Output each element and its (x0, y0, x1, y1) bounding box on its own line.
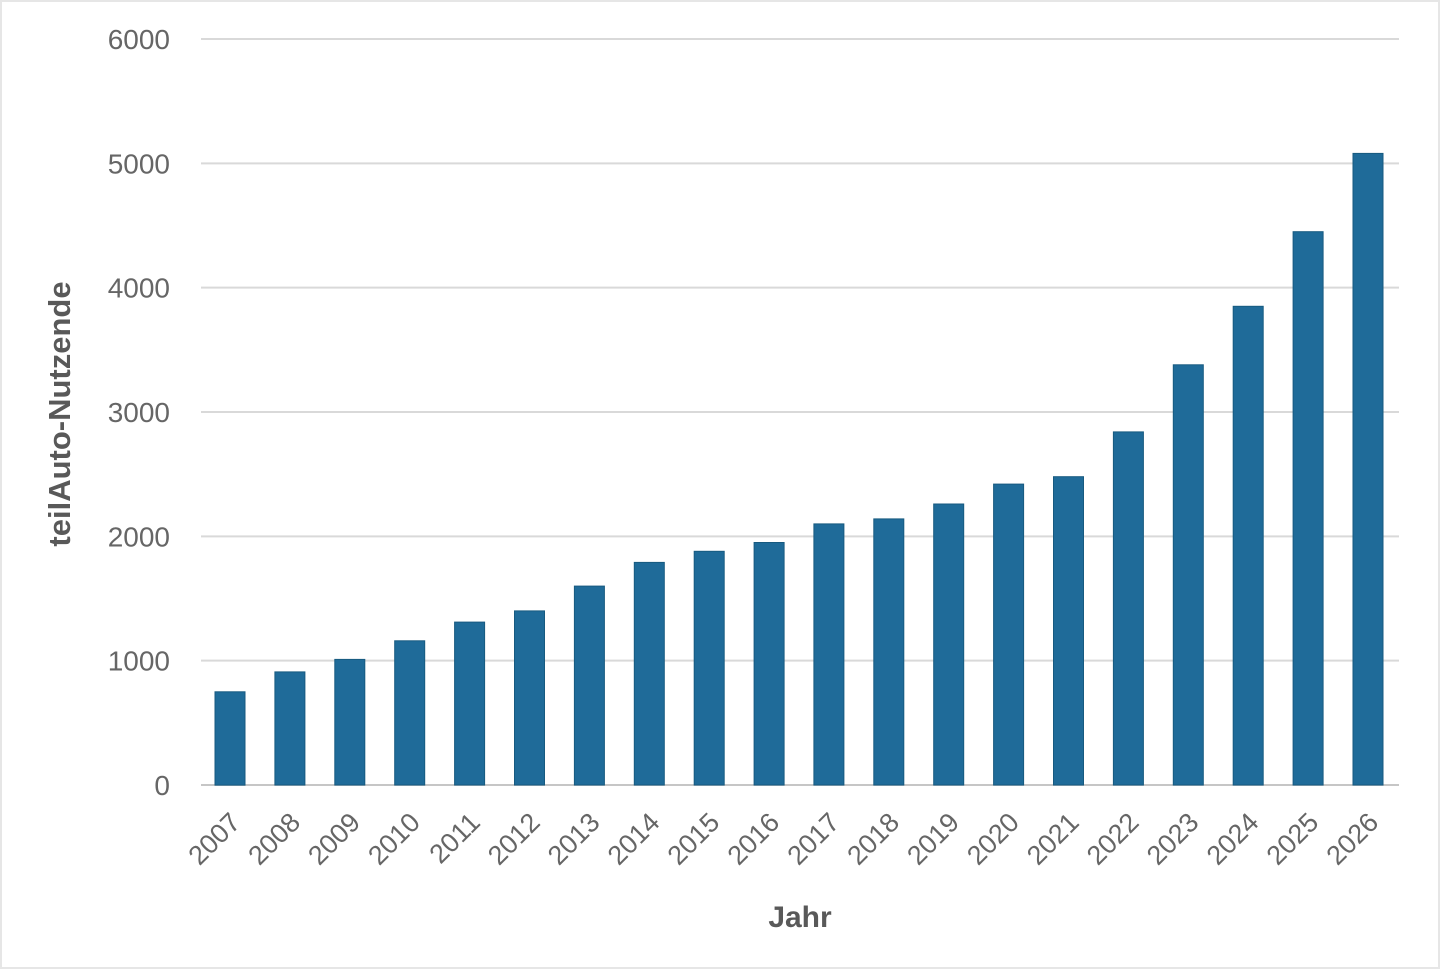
x-tick-label: 2010 (362, 807, 426, 871)
bar-2025 (1292, 231, 1324, 786)
bar-2023 (1172, 364, 1204, 786)
bar-2007 (214, 691, 246, 786)
bar-2015 (693, 550, 725, 786)
x-tick-label: 2015 (662, 807, 726, 871)
bar-2017 (813, 523, 845, 786)
x-tick-label: 2008 (242, 807, 306, 871)
bar-2018 (873, 518, 905, 786)
x-tick-label: 2025 (1261, 807, 1325, 871)
x-tick-label: 2011 (424, 807, 486, 869)
bar-2022 (1112, 431, 1144, 786)
y-tick-label: 5000 (108, 148, 170, 179)
x-tick-label: 2017 (781, 807, 845, 871)
y-tick-label: 2000 (108, 521, 170, 552)
bar-2008 (274, 671, 306, 786)
bar-2026 (1352, 152, 1384, 786)
y-tick-label: 3000 (108, 397, 170, 428)
y-tick-label: 6000 (108, 24, 170, 55)
bar-2013 (573, 585, 605, 786)
bar-2021 (1053, 476, 1084, 786)
x-tick-label: 2009 (302, 807, 366, 871)
x-tick-label: 2013 (542, 807, 606, 871)
y-tick-label: 1000 (108, 646, 170, 677)
x-tick-label: 2007 (183, 807, 247, 871)
y-axis-tick-labels: 0 1000 2000 3000 4000 5000 6000 (108, 24, 170, 801)
x-tick-label: 2022 (1081, 807, 1145, 871)
x-tick-label: 2014 (602, 807, 666, 871)
x-tick-label: 2020 (961, 807, 1025, 871)
x-tick-label: 2026 (1321, 807, 1385, 871)
y-axis-title: teilAuto-Nutzende (42, 281, 77, 546)
x-tick-label: 2012 (482, 807, 546, 871)
x-tick-label: 2021 (1021, 807, 1085, 871)
y-tick-label: 4000 (108, 273, 170, 304)
bar-2011 (454, 621, 486, 786)
x-tick-label: 2024 (1201, 807, 1265, 871)
bar-2020 (993, 483, 1025, 786)
bar-2019 (933, 503, 965, 786)
x-tick-label: 2019 (901, 807, 965, 871)
bar-2010 (394, 640, 426, 786)
x-tick-label: 2018 (841, 807, 905, 871)
bar-2016 (753, 542, 785, 786)
bar-2024 (1232, 305, 1264, 786)
x-axis-title: Jahr (768, 901, 832, 934)
x-axis-tick-labels: 2007200820092010201120122013201420152016… (183, 807, 1385, 871)
bars (214, 152, 1384, 786)
y-tick-label: 0 (154, 770, 170, 801)
x-tick-label: 2016 (722, 807, 786, 871)
bar-2009 (334, 658, 366, 786)
x-tick-label: 2023 (1141, 807, 1205, 871)
gridlines (201, 38, 1399, 786)
bar-2014 (633, 561, 665, 786)
bar-2012 (514, 610, 545, 786)
